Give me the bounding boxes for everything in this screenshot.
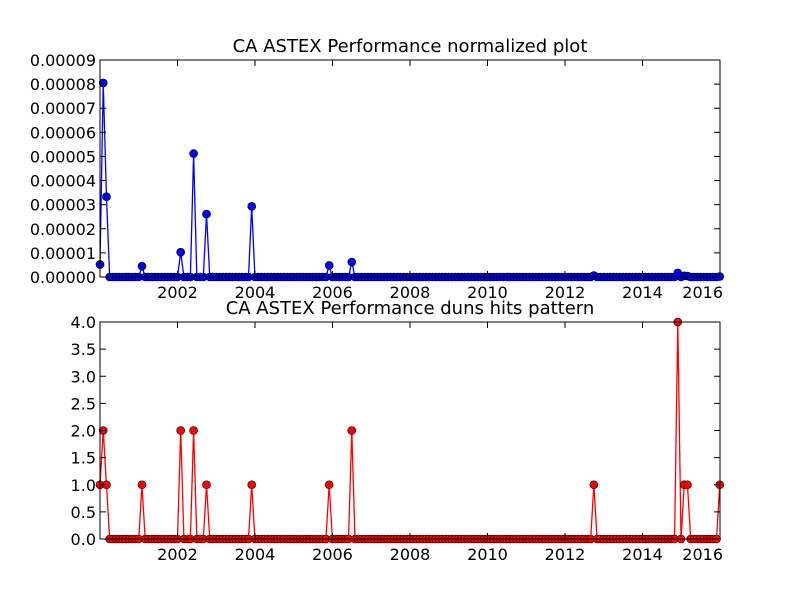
series-line — [99, 82, 720, 278]
x-tick-label: 2016 — [682, 283, 723, 302]
chart-title: CA ASTEX Performance duns hits pattern — [226, 298, 595, 319]
y-tick-label: 0.00007 — [30, 99, 96, 118]
x-tick-label: 2002 — [157, 545, 198, 564]
x-tick-label: 2002 — [157, 283, 198, 302]
data-point — [176, 426, 185, 435]
data-point — [247, 202, 257, 211]
data-point — [189, 426, 198, 435]
y-tick-label: 0.00009 — [30, 51, 96, 70]
duns-hits-panel: CA ASTEX Performance duns hits pattern 0.… — [71, 298, 725, 564]
y-tick-label: 4.0 — [71, 313, 96, 332]
data-point — [347, 257, 357, 267]
data-point — [202, 480, 211, 490]
x-tick-label: 2008 — [390, 283, 431, 302]
y-tick-label: 0.00006 — [30, 123, 96, 142]
y-tick-label: 0.00004 — [30, 172, 96, 191]
x-tick-label: 2012 — [545, 283, 586, 302]
x-tick-label: 2006 — [312, 545, 353, 564]
data-point — [589, 480, 599, 490]
y-tick-label: 0.00001 — [30, 244, 96, 263]
data-point — [176, 247, 185, 257]
y-tick-label: 3.0 — [71, 367, 96, 386]
chart-title: CA ASTEX Performance normalized plot — [233, 36, 588, 57]
x-tick-label: 2014 — [622, 283, 663, 302]
data-point — [324, 261, 334, 270]
y-tick-label: 2.0 — [71, 422, 96, 441]
data-point — [324, 480, 334, 490]
data-point — [347, 426, 357, 435]
x-tick-label: 2006 — [312, 283, 353, 302]
data-point — [102, 192, 111, 202]
y-tick-label: 0.0 — [71, 530, 96, 549]
y-tick-label: 1.5 — [71, 449, 96, 468]
x-tick-label: 2010 — [467, 545, 508, 564]
y-tick-label: 0.00005 — [30, 147, 96, 166]
data-point — [137, 480, 147, 490]
data-point — [683, 480, 692, 490]
data-point — [247, 480, 257, 490]
x-tick-label: 2014 — [622, 545, 663, 564]
data-point — [98, 78, 108, 88]
x-tick-label: 2008 — [390, 545, 431, 564]
data-point — [189, 149, 198, 158]
normalized-plot-panel: CA ASTEX Performance normalized plot 0.00… — [30, 36, 725, 302]
data-point — [202, 209, 211, 219]
x-tick-label: 2010 — [467, 283, 508, 302]
y-tick-label: 0.00008 — [30, 75, 96, 94]
y-tick-label: 3.5 — [71, 340, 96, 359]
x-tick-label: 2016 — [682, 545, 723, 564]
y-tick-label: 0.00003 — [30, 196, 96, 215]
x-tick-label: 2012 — [545, 545, 586, 564]
y-tick-label: 2.5 — [71, 394, 96, 413]
data-point — [137, 261, 147, 271]
y-tick-label: 0.5 — [71, 503, 96, 522]
x-tick-label: 2004 — [235, 545, 276, 564]
y-tick-label: 1.0 — [71, 476, 96, 495]
x-tick-label: 2004 — [235, 283, 276, 302]
y-tick-label: 0.00002 — [30, 220, 96, 239]
y-tick-label: 0.00000 — [30, 268, 96, 287]
